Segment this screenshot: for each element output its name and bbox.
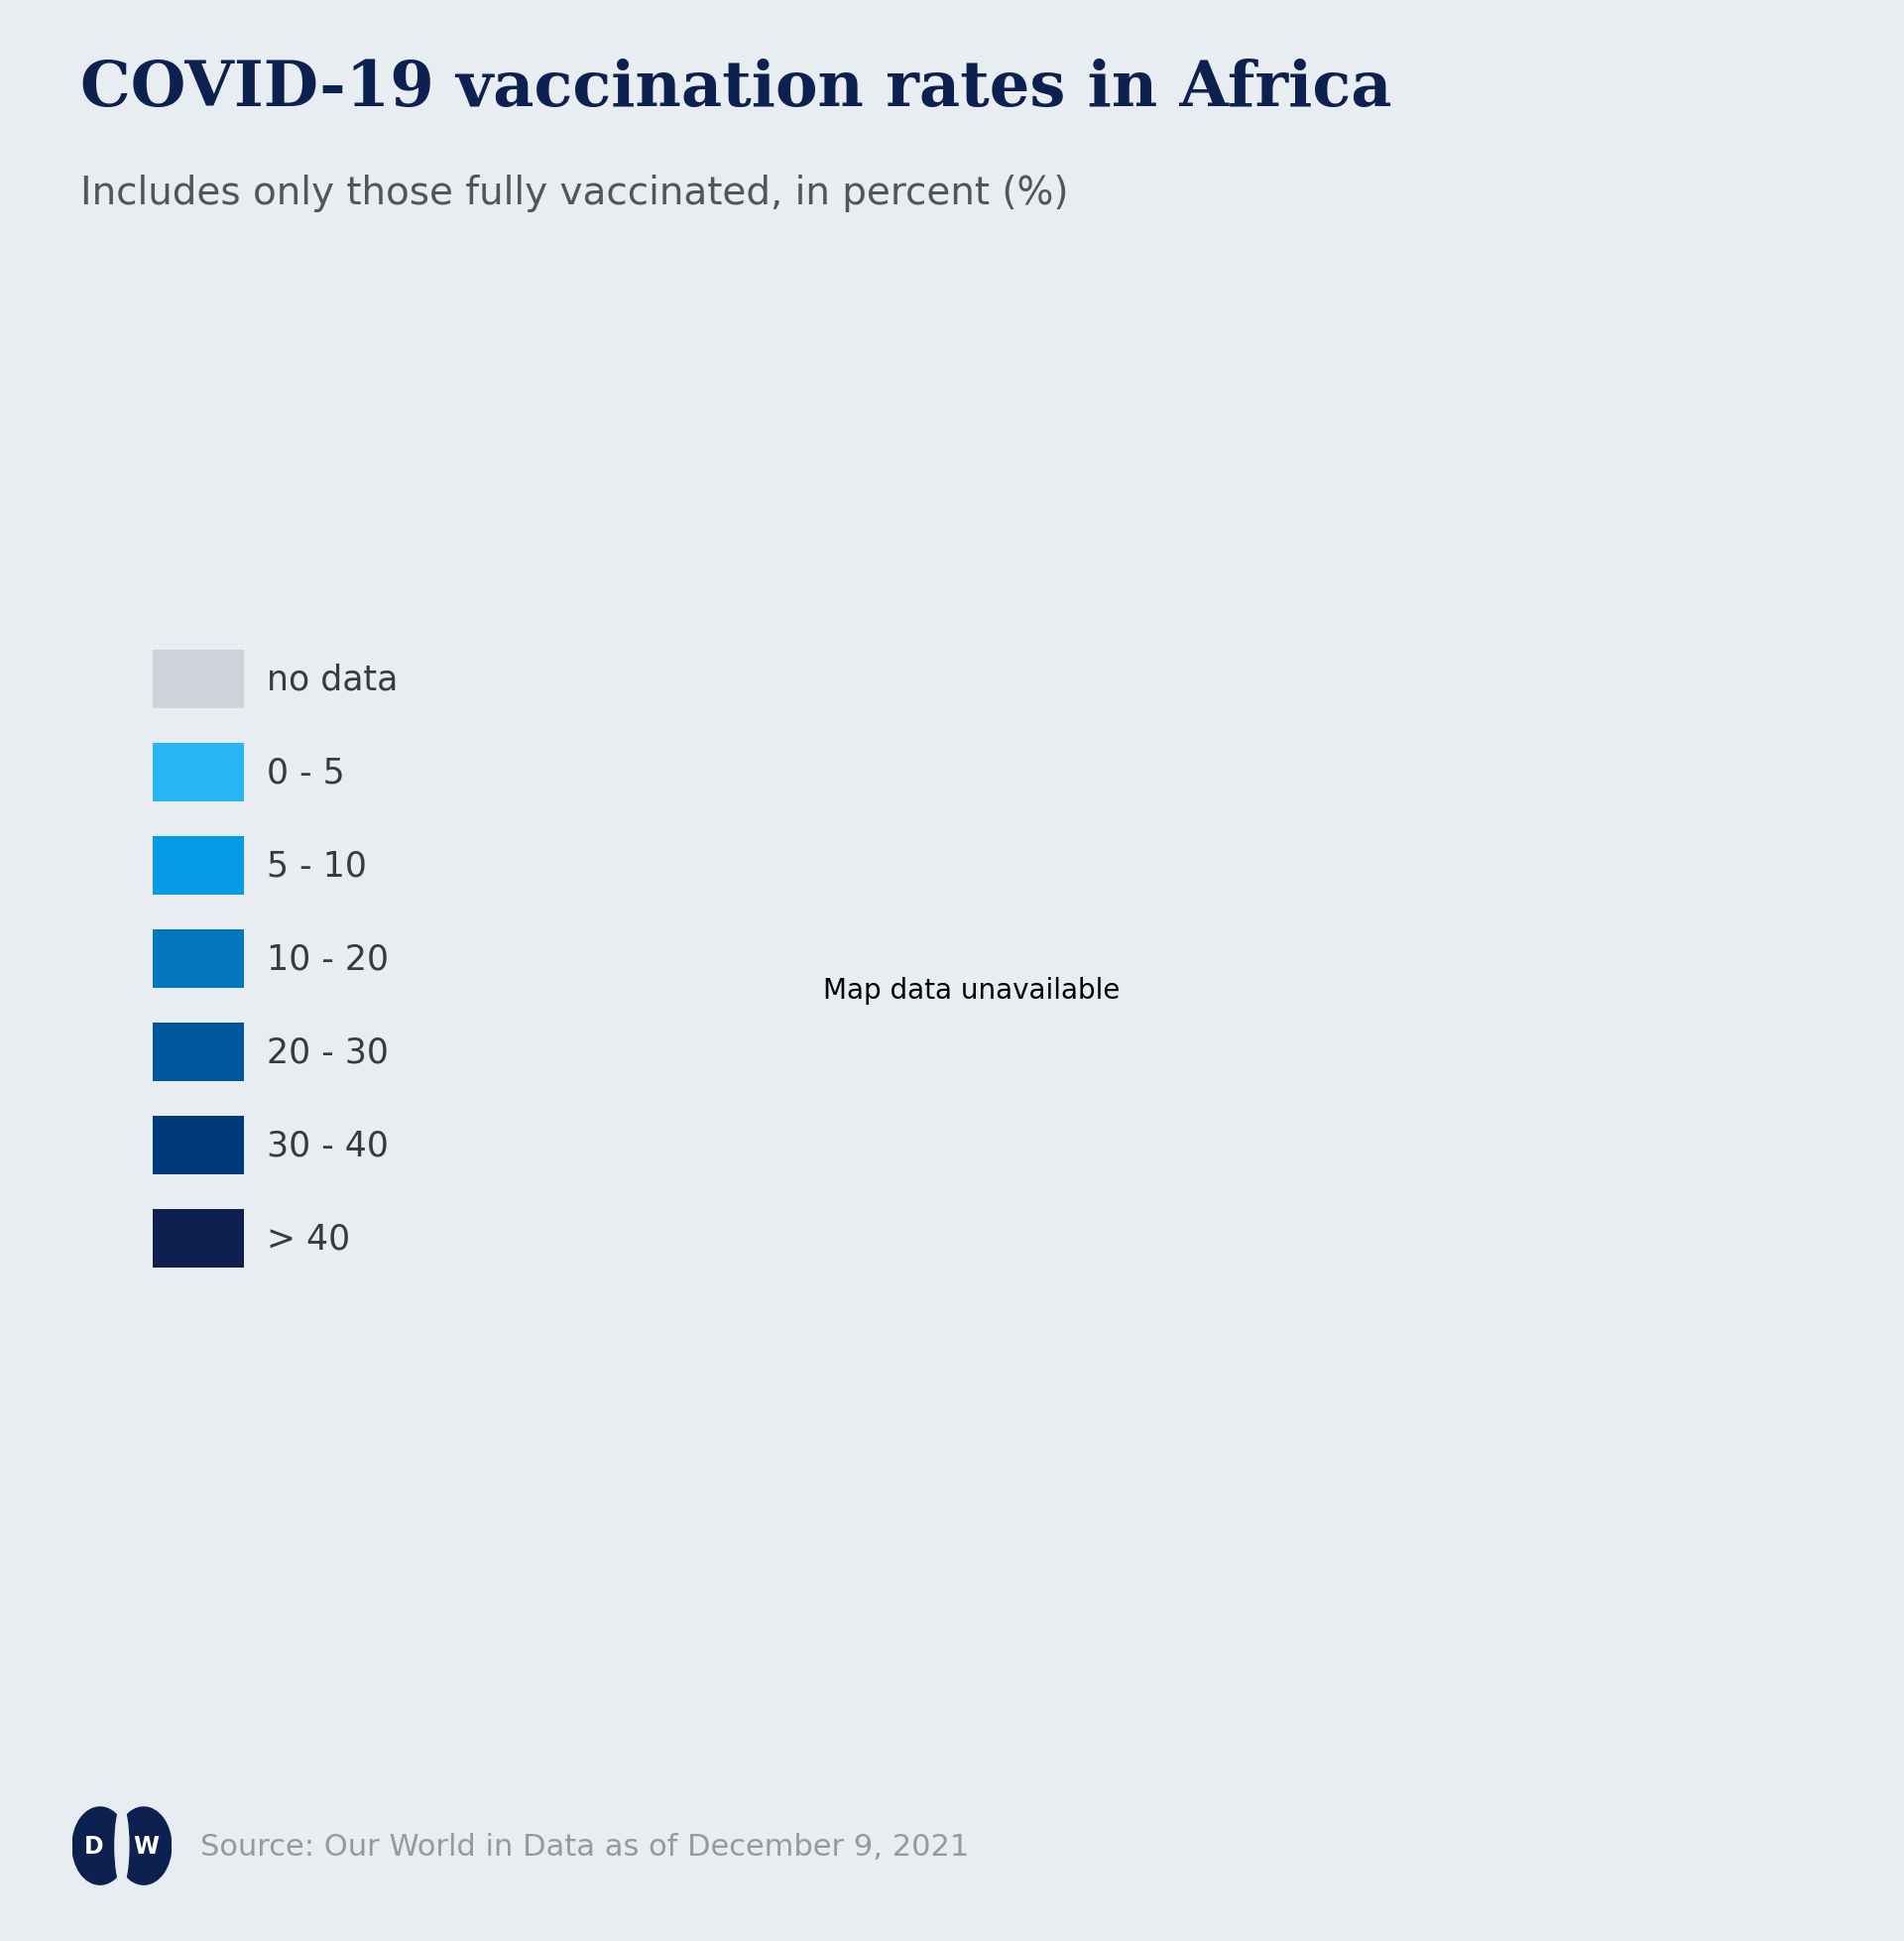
Ellipse shape — [114, 1807, 129, 1885]
Text: 20 - 30: 20 - 30 — [267, 1035, 388, 1069]
Text: W: W — [133, 1834, 158, 1858]
Text: COVID-19 vaccination rates in Africa: COVID-19 vaccination rates in Africa — [80, 58, 1392, 118]
Text: 10 - 20: 10 - 20 — [267, 941, 388, 976]
Ellipse shape — [116, 1807, 171, 1885]
Text: Includes only those fully vaccinated, in percent (%): Includes only those fully vaccinated, in… — [80, 175, 1068, 212]
Text: Map data unavailable: Map data unavailable — [823, 976, 1120, 1003]
Text: D: D — [84, 1834, 105, 1858]
Text: 30 - 40: 30 - 40 — [267, 1128, 388, 1163]
Text: no data: no data — [267, 662, 398, 697]
Ellipse shape — [72, 1807, 128, 1885]
Text: 0 - 5: 0 - 5 — [267, 755, 345, 790]
Text: > 40: > 40 — [267, 1221, 350, 1256]
Text: 5 - 10: 5 - 10 — [267, 848, 367, 883]
Text: Source: Our World in Data as of December 9, 2021: Source: Our World in Data as of December… — [200, 1832, 969, 1859]
